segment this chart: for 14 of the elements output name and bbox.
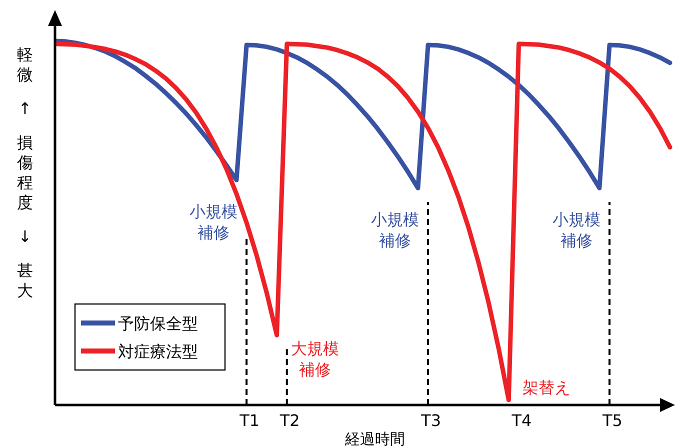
legend-label: 予防保全型 xyxy=(118,314,198,333)
annotation: 小規模補修 xyxy=(190,202,238,242)
legend-label: 対症療法型 xyxy=(118,342,198,361)
x-tick-label: T4 xyxy=(510,411,532,430)
x-tick-label: T1 xyxy=(238,411,260,430)
x-tick-label: T3 xyxy=(420,411,442,430)
text: 軽微 ↑ 損傷程度 ↓ 甚大 xyxy=(17,45,33,300)
annotation: 架替え xyxy=(522,378,571,397)
x-tick-label: T2 xyxy=(278,411,300,430)
annotation: 小規模補修 xyxy=(370,210,419,250)
annotation: 大規模補修 xyxy=(290,339,339,380)
x-axis-title: 経過時間 xyxy=(344,430,405,447)
annotation: 小規模補修 xyxy=(552,210,600,250)
x-tick-label: T5 xyxy=(602,411,622,430)
